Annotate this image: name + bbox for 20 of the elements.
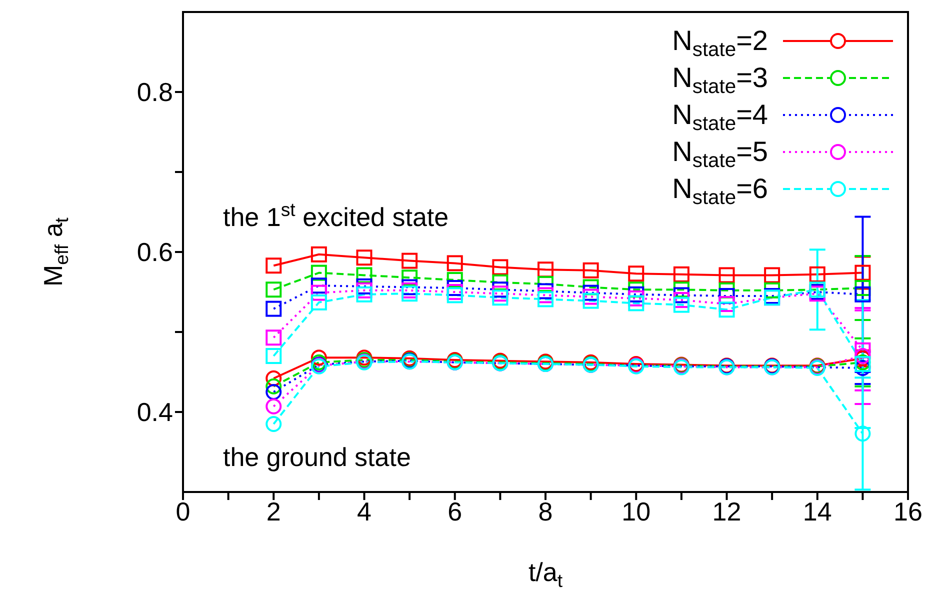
- legend-label: N$_{state}$=6: [672, 173, 768, 209]
- x-tick-label: 10: [622, 496, 651, 526]
- legend-label: N$_{state}$=2: [672, 25, 768, 61]
- annotation: the 1$^{st}$ excited state: [223, 198, 449, 232]
- y-tick-label: 0.6: [136, 237, 173, 268]
- x-tick-label: 4: [357, 496, 372, 526]
- x-tick-label: 12: [712, 496, 742, 526]
- x-tick-label: 16: [894, 496, 922, 526]
- x-tick-label: 6: [448, 496, 462, 526]
- legend-label: N$_{state}$=3: [672, 62, 768, 98]
- x-tick-label: 14: [802, 496, 832, 526]
- legend-label: N$_{state}$=4: [672, 99, 768, 135]
- x-tick-label: 0: [176, 496, 190, 526]
- x-tick-label: 8: [538, 496, 553, 526]
- annotation: the ground state: [223, 442, 411, 472]
- x-tick-label: 2: [266, 496, 281, 526]
- x-axis-title: t/a$_{t}$: [528, 557, 564, 591]
- y-tick-label: 0.4: [136, 397, 173, 428]
- y-tick-label: 0.8: [136, 77, 173, 108]
- legend-label: N$_{state}$=5: [672, 136, 768, 172]
